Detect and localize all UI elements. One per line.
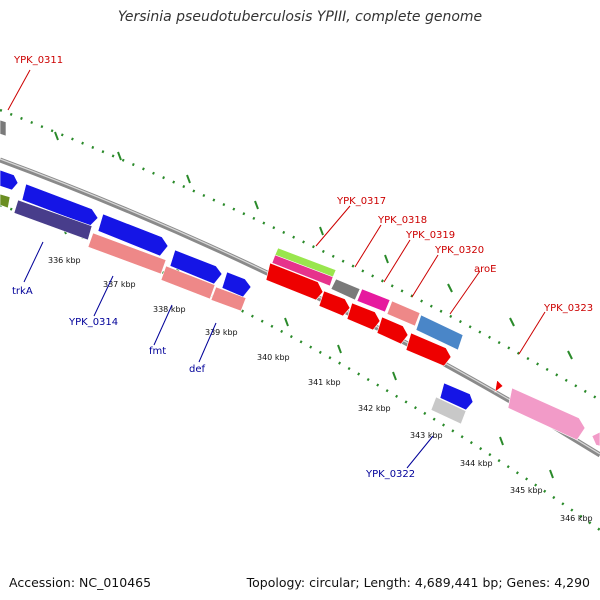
tick-label: 336 kbp [48, 256, 81, 265]
gene-label[interactable]: aroE [474, 264, 496, 275]
gene-red-small[interactable] [494, 379, 504, 393]
map-title: Yersinia pseudotuberculosis YPIII, compl… [117, 9, 483, 25]
gene-def[interactable] [210, 286, 247, 312]
gene-fmt[interactable] [160, 265, 216, 300]
genome-backbone [0, 157, 600, 458]
gene-label[interactable]: def [189, 364, 206, 375]
gene-red[interactable] [405, 332, 452, 367]
tick-label: 341 kbp [308, 378, 341, 387]
outer-tick-track [0, 108, 600, 402]
gene-ypk-0318[interactable] [330, 278, 361, 301]
gene-pink-magenta[interactable] [271, 254, 334, 287]
gene-label[interactable]: YPK_0314 [68, 317, 118, 328]
gene-ypk-0319[interactable] [356, 288, 391, 313]
callout-lines-blue [23, 241, 434, 469]
gene-red[interactable] [265, 262, 324, 301]
callout-lines-red [7, 69, 546, 355]
gene-label[interactable]: YPK_0322 [365, 469, 415, 480]
gene-reverse-blue[interactable] [439, 382, 474, 411]
genome-backbone-highlight [0, 158, 600, 455]
gene-label[interactable]: YPK_0317 [336, 196, 386, 207]
tick-label: 339 kbp [205, 328, 238, 337]
inner-tick-track [0, 203, 600, 532]
gene-aroe[interactable] [415, 314, 464, 351]
gene-red[interactable] [318, 290, 351, 317]
tick-label: 338 kbp [153, 305, 186, 314]
gene-pink-edge[interactable] [591, 431, 600, 447]
gene-ypk-0314[interactable] [87, 232, 167, 275]
forward-genes [0, 119, 600, 447]
tick-label: 343 kbp [410, 431, 443, 440]
gene-reverse-olive[interactable] [0, 193, 11, 209]
tick-label: 346 kbp [560, 514, 593, 523]
gene-red[interactable] [376, 316, 409, 345]
tick-label: 337 kbp [103, 280, 136, 289]
gene-label[interactable]: trkA [12, 286, 33, 297]
gene-trka[interactable] [13, 199, 93, 241]
tick-label: 340 kbp [257, 353, 290, 362]
gene-labels: YPK_0311 YPK_0317 YPK_0318 YPK_0319 YPK_… [12, 55, 593, 480]
gene-label[interactable]: YPK_0311 [13, 55, 63, 66]
accession-label: Accession: NC_010465 [9, 575, 152, 590]
gene-forward-blue[interactable] [221, 271, 252, 298]
tick-label: 344 kbp [460, 459, 493, 468]
tick-label: 342 kbp [358, 404, 391, 413]
tick-labels: 336 kbp 337 kbp 338 kbp 339 kbp 340 kbp … [48, 256, 593, 523]
gene-label[interactable]: YPK_0318 [377, 215, 427, 226]
gene-ypk-0322[interactable] [430, 396, 467, 425]
tick-label: 345 kbp [510, 486, 543, 495]
reverse-genes [0, 169, 474, 425]
gene-label[interactable]: YPK_0323 [543, 303, 593, 314]
gene-ypk-0311[interactable] [0, 119, 7, 137]
gene-forward-blue[interactable] [97, 213, 169, 257]
gene-red[interactable] [346, 302, 381, 331]
gene-forward-blue[interactable] [169, 249, 223, 285]
genome-info-label: Topology: circular; Length: 4,689,441 bp… [246, 575, 590, 590]
gene-forward-blue[interactable] [21, 183, 99, 227]
gene-label[interactable]: fmt [149, 346, 166, 357]
major-ticks [54, 131, 573, 479]
gene-ypk-0320[interactable] [386, 300, 421, 327]
gene-ypk-0323[interactable] [507, 387, 586, 441]
gene-label[interactable]: YPK_0320 [434, 245, 484, 256]
gene-label[interactable]: YPK_0319 [405, 230, 455, 241]
gene-reverse-blue[interactable] [0, 169, 19, 191]
